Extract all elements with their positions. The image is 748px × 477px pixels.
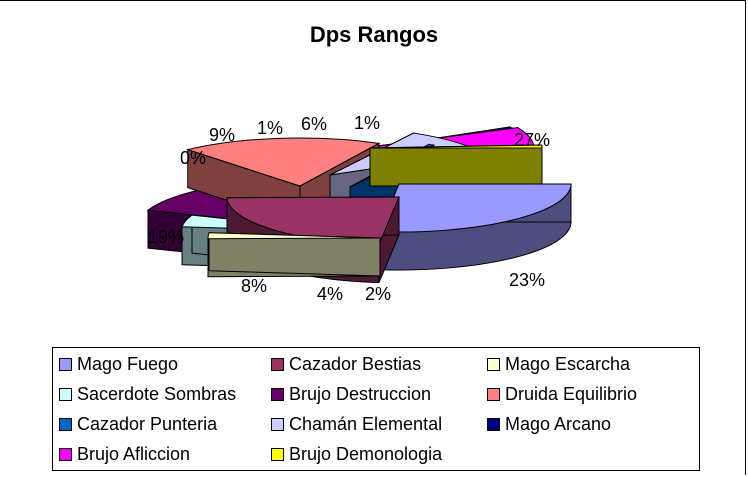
- data-label: 8%: [241, 276, 267, 296]
- data-label: 1%: [354, 113, 380, 133]
- chart-title: Dps Rangos: [309, 22, 439, 47]
- legend-label: Mago Arcano: [505, 413, 612, 434]
- data-label: 2%: [365, 284, 391, 304]
- legend-item: Mago Escarcha: [487, 353, 630, 375]
- legend-label: Sacerdote Sombras: [77, 383, 237, 404]
- legend-label: Mago Escarcha: [505, 353, 631, 374]
- pie-slice-brujo-demonologia: [369, 144, 543, 187]
- legend-label: Cazador Punteria: [77, 413, 218, 434]
- legend-item: Sacerdote Sombras: [59, 383, 236, 405]
- legend-label: Brujo Afliccion: [77, 443, 191, 464]
- legend-swatch: [59, 417, 72, 431]
- legend-swatch: [271, 447, 284, 461]
- pie-slice-mago-fuego: [378, 183, 572, 271]
- pie-slice-mago-escarcha: [207, 232, 381, 278]
- legend-swatch: [59, 357, 72, 371]
- legend-item: Cazador Bestias: [271, 353, 421, 375]
- legend-swatch: [487, 417, 500, 431]
- legend-label: Brujo Destruccion: [289, 383, 432, 404]
- legend-label: Mago Fuego: [77, 353, 179, 374]
- legend-item: Brujo Demonologia: [271, 443, 442, 465]
- data-label: 23%: [509, 270, 545, 290]
- data-label: 0%: [180, 148, 206, 168]
- legend-item: Druida Equilibrio: [487, 383, 637, 405]
- legend-item: Brujo Destruccion: [271, 383, 431, 405]
- data-label: 4%: [317, 284, 343, 304]
- legend-swatch: [271, 417, 284, 431]
- legend-item: Chamán Elemental: [271, 413, 442, 435]
- data-label: 6%: [301, 114, 327, 134]
- legend-swatch: [271, 387, 284, 401]
- data-label: 27%: [514, 130, 550, 150]
- legend-item: Brujo Afliccion: [59, 443, 190, 465]
- legend-item: Cazador Punteria: [59, 413, 217, 435]
- legend-swatch: [487, 357, 500, 371]
- data-label: 19%: [148, 227, 184, 247]
- legend-swatch: [271, 357, 284, 371]
- legend-label: Cazador Bestias: [289, 353, 422, 374]
- legend-swatch: [487, 387, 500, 401]
- legend: Mago Fuego Cazador Bestias Mago Escarcha Sa…: [52, 347, 700, 471]
- legend-label: Chamán Elemental: [289, 413, 443, 434]
- legend-swatch: [59, 387, 72, 401]
- legend-label: Druida Equilibrio: [505, 383, 638, 404]
- data-label: 9%: [209, 125, 235, 145]
- legend-item: Mago Arcano: [487, 413, 611, 435]
- legend-swatch: [59, 447, 72, 461]
- data-label: 1%: [257, 118, 283, 138]
- legend-label: Brujo Demonologia: [289, 443, 443, 464]
- legend-item: Mago Fuego: [59, 353, 178, 375]
- pie-chart: 27% 23% 2% 4% 8% 19% 0%9% 1% 6% 1%: [146, 113, 572, 304]
